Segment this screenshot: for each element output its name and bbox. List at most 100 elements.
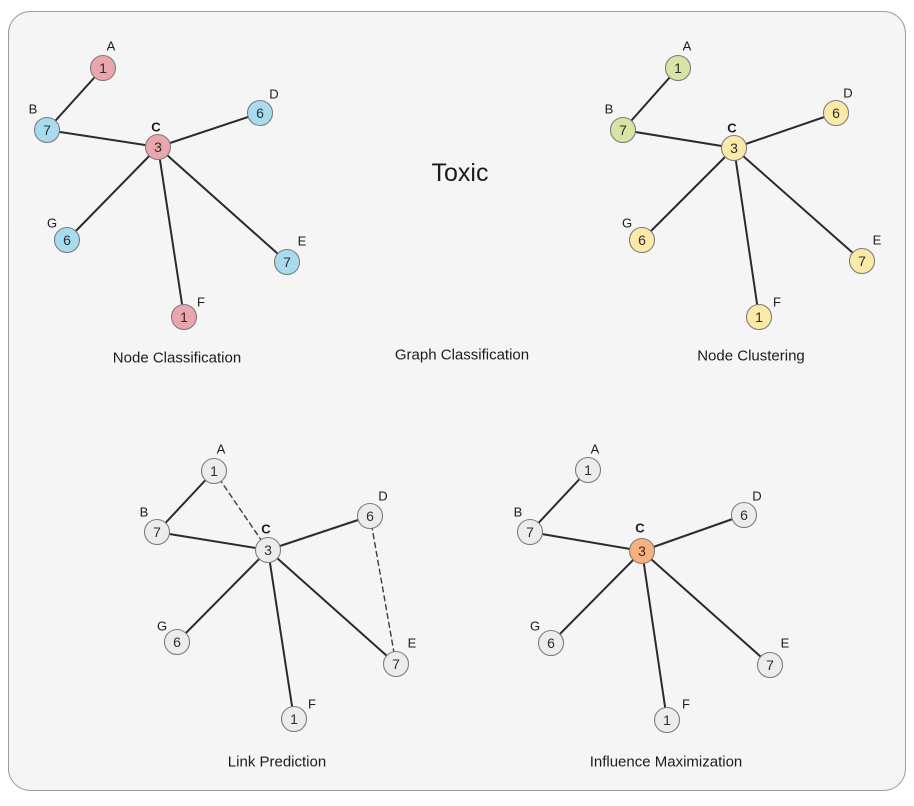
node-letter-link-prediction-G: G: [157, 619, 167, 634]
node-circle-A: [574, 456, 602, 484]
edge-link-prediction-D-E-predicted: [369, 515, 397, 665]
edge-link-prediction-C-G: [176, 549, 269, 643]
node-node-classification-C: 3: [144, 133, 172, 161]
node-value-F: 1: [755, 309, 763, 325]
node-letter-node-classification-G: G: [47, 216, 57, 231]
node-node-clustering-E: 7: [848, 247, 876, 275]
node-value-B: 7: [43, 122, 51, 138]
node-letter-influence-maximization-A: A: [591, 442, 600, 457]
node-circle-C: [144, 133, 172, 161]
node-letter-link-prediction-C: C: [261, 522, 271, 537]
caption-influence-maximization: Influence Maximization: [590, 753, 743, 770]
node-letter-link-prediction-A: A: [217, 442, 226, 457]
node-node-classification-D: 6: [246, 99, 274, 127]
node-circle-B: [143, 518, 171, 546]
node-circle-F: [280, 705, 308, 733]
edge-node-clustering-B-A: [622, 67, 679, 131]
node-value-D: 6: [832, 105, 840, 121]
node-circle-E: [382, 650, 410, 678]
node-letter-node-classification-F: F: [197, 295, 205, 310]
node-circle-F: [170, 303, 198, 331]
caption-graph-classification: Graph Classification: [395, 346, 529, 363]
edge-influence-maximization-C-F: [641, 550, 668, 721]
node-value-D: 6: [740, 507, 748, 523]
node-influence-maximization-G: 6: [537, 629, 565, 657]
caption-node-classification: Node Classification: [113, 349, 241, 366]
node-value-B: 7: [153, 524, 161, 540]
edge-link-prediction-A-C-predicted: [213, 470, 269, 551]
node-value-E: 7: [858, 253, 866, 269]
node-circle-A: [200, 457, 228, 485]
node-letter-influence-maximization-G: G: [530, 619, 540, 634]
node-circle-D: [730, 501, 758, 529]
node-value-C: 3: [154, 139, 162, 155]
node-circle-F: [653, 706, 681, 734]
node-value-D: 6: [256, 105, 264, 121]
node-value-C: 3: [264, 542, 272, 558]
node-value-F: 1: [663, 712, 671, 728]
node-influence-maximization-C: 3: [628, 537, 656, 565]
node-node-clustering-G: 6: [628, 226, 656, 254]
edge-node-clustering-C-D: [733, 112, 837, 149]
node-node-classification-G: 6: [53, 226, 81, 254]
node-value-C: 3: [638, 543, 646, 559]
node-influence-maximization-B: 7: [516, 518, 544, 546]
node-link-prediction-G: 6: [163, 628, 191, 656]
node-letter-node-classification-D: D: [269, 87, 278, 102]
node-value-A: 1: [674, 60, 682, 76]
node-circle-C: [254, 536, 282, 564]
graph-classification-result-text: Toxic: [432, 159, 489, 187]
node-letter-node-classification-B: B: [29, 102, 38, 117]
edge-node-clustering-C-G: [641, 147, 735, 241]
node-circle-A: [89, 54, 117, 82]
node-link-prediction-A: 1: [200, 457, 228, 485]
node-value-G: 6: [638, 232, 646, 248]
node-letter-node-clustering-B: B: [605, 102, 614, 117]
caption-link-prediction: Link Prediction: [228, 753, 326, 770]
node-node-classification-F: 1: [170, 303, 198, 331]
edge-link-prediction-B-C: [156, 531, 269, 551]
node-influence-maximization-E: 7: [756, 651, 784, 679]
node-node-clustering-C: 3: [720, 134, 748, 162]
node-link-prediction-D: 6: [356, 502, 384, 530]
node-influence-maximization-F: 1: [653, 706, 681, 734]
edge-link-prediction-C-D: [267, 515, 371, 551]
node-circle-G: [537, 629, 565, 657]
node-value-C: 3: [730, 140, 738, 156]
node-value-G: 6: [547, 635, 555, 651]
edge-influence-maximization-C-D: [641, 514, 745, 552]
node-node-clustering-D: 6: [822, 99, 850, 127]
node-circle-C: [628, 537, 656, 565]
node-circle-E: [848, 247, 876, 275]
node-circle-D: [356, 502, 384, 530]
node-value-F: 1: [290, 711, 298, 727]
node-circle-A: [664, 54, 692, 82]
edge-node-classification-C-G: [66, 146, 159, 241]
node-circle-F: [745, 303, 773, 331]
node-circle-D: [822, 99, 850, 127]
node-value-G: 6: [63, 232, 71, 248]
node-value-A: 1: [99, 60, 107, 76]
node-node-classification-A: 1: [89, 54, 117, 82]
caption-node-clustering: Node Clustering: [697, 347, 805, 364]
node-circle-B: [609, 116, 637, 144]
edge-link-prediction-C-F: [267, 549, 295, 720]
node-link-prediction-F: 1: [280, 705, 308, 733]
node-influence-maximization-D: 6: [730, 501, 758, 529]
node-value-B: 7: [526, 524, 534, 540]
edge-influence-maximization-C-G: [550, 550, 643, 644]
node-letter-influence-maximization-E: E: [781, 636, 790, 651]
node-node-classification-E: 7: [273, 248, 301, 276]
node-value-F: 1: [180, 309, 188, 325]
node-letter-link-prediction-D: D: [378, 489, 387, 504]
edge-node-clustering-C-E: [733, 147, 863, 262]
node-letter-node-classification-A: A: [107, 39, 116, 54]
edge-influence-maximization-B-A: [529, 469, 589, 533]
node-value-A: 1: [584, 462, 592, 478]
node-letter-link-prediction-F: F: [308, 697, 316, 712]
